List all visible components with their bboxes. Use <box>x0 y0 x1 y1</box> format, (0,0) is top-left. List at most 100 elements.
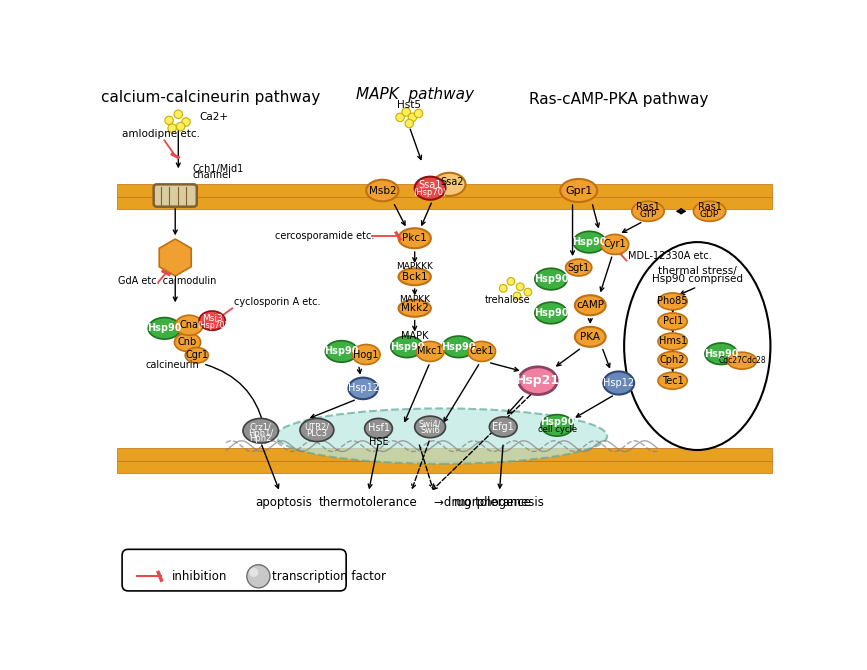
Text: trehalose: trehalose <box>485 295 530 305</box>
Text: Hsp90: Hsp90 <box>147 324 182 334</box>
Text: thermal stress/: thermal stress/ <box>658 267 737 276</box>
Text: Hsp12: Hsp12 <box>348 383 379 393</box>
Ellipse shape <box>705 343 737 364</box>
Text: Hsp90: Hsp90 <box>534 274 568 284</box>
Text: MDL-12330A etc.: MDL-12330A etc. <box>628 251 712 261</box>
Text: Bck1: Bck1 <box>402 272 427 282</box>
Text: MAPKKK: MAPKKK <box>396 262 434 271</box>
Text: Hsp90: Hsp90 <box>704 349 739 358</box>
Text: Hsp90: Hsp90 <box>540 417 575 427</box>
Text: Mkk2: Mkk2 <box>401 304 428 314</box>
Text: Msb2: Msb2 <box>368 186 396 196</box>
Text: Cph2: Cph2 <box>660 355 686 365</box>
Text: Hst5: Hst5 <box>397 100 421 110</box>
Ellipse shape <box>300 419 334 442</box>
Polygon shape <box>160 239 192 276</box>
Text: Hsp90 comprised: Hsp90 comprised <box>652 274 743 284</box>
Ellipse shape <box>148 318 180 339</box>
Text: amlodipne etc.: amlodipne etc. <box>122 129 200 139</box>
Text: Pkc1: Pkc1 <box>402 233 427 243</box>
Text: Sgt1: Sgt1 <box>568 263 590 273</box>
Ellipse shape <box>247 565 270 588</box>
Text: (Hsp70): (Hsp70) <box>197 321 227 330</box>
Ellipse shape <box>507 277 515 285</box>
Text: Ras-cAMP-PKA pathway: Ras-cAMP-PKA pathway <box>529 92 708 107</box>
Text: MAPKK: MAPKK <box>399 295 430 304</box>
Bar <box>117 197 772 209</box>
Ellipse shape <box>276 409 607 464</box>
Text: GdA etc. calmodulin: GdA etc. calmodulin <box>118 275 217 285</box>
Ellipse shape <box>414 416 446 438</box>
Text: apoptosis: apoptosis <box>256 496 312 509</box>
Text: channel: channel <box>193 170 231 180</box>
Text: Ca2+: Ca2+ <box>199 113 228 123</box>
Text: transcription factor: transcription factor <box>272 570 386 583</box>
Text: Cgr1: Cgr1 <box>186 350 208 360</box>
Text: →drug tolerance: →drug tolerance <box>434 496 531 509</box>
Ellipse shape <box>434 173 466 196</box>
Text: thermotolerance: thermotolerance <box>319 496 418 509</box>
Ellipse shape <box>176 123 185 131</box>
Ellipse shape <box>541 415 573 436</box>
Text: Cek1: Cek1 <box>469 346 494 356</box>
Ellipse shape <box>174 333 200 352</box>
Text: Hph2: Hph2 <box>250 434 272 443</box>
Text: Cyr1: Cyr1 <box>603 239 626 249</box>
Text: morphogenesis: morphogenesis <box>454 496 544 509</box>
Ellipse shape <box>182 118 190 126</box>
Text: Cnb: Cnb <box>178 337 197 347</box>
Ellipse shape <box>165 116 173 125</box>
Text: cercosporamide etc.: cercosporamide etc. <box>275 231 374 241</box>
Text: (Hsp70): (Hsp70) <box>414 188 447 198</box>
Ellipse shape <box>658 352 688 368</box>
Text: Crz1/: Crz1/ <box>250 422 271 431</box>
Ellipse shape <box>727 352 757 369</box>
Ellipse shape <box>624 242 771 450</box>
Ellipse shape <box>658 333 688 350</box>
Text: Tec1: Tec1 <box>662 376 683 386</box>
Text: Ssa2: Ssa2 <box>440 177 464 187</box>
Ellipse shape <box>174 110 183 119</box>
Ellipse shape <box>249 567 258 577</box>
Ellipse shape <box>408 113 417 121</box>
Text: GDP: GDP <box>700 210 720 219</box>
Ellipse shape <box>396 113 404 121</box>
Text: Hsp90: Hsp90 <box>390 342 424 352</box>
Text: calcineurin: calcineurin <box>145 360 199 371</box>
Text: Hsp12: Hsp12 <box>603 378 635 388</box>
Text: Msi3: Msi3 <box>202 314 223 323</box>
Text: Hsp90: Hsp90 <box>572 237 607 247</box>
Ellipse shape <box>603 371 634 395</box>
Ellipse shape <box>399 268 431 285</box>
Text: cAMP: cAMP <box>577 300 604 310</box>
Ellipse shape <box>658 373 688 389</box>
Ellipse shape <box>414 177 446 200</box>
Ellipse shape <box>524 288 531 296</box>
Ellipse shape <box>168 124 176 133</box>
Ellipse shape <box>414 109 423 118</box>
Text: Hsp21: Hsp21 <box>516 375 560 387</box>
Text: Hsp90: Hsp90 <box>534 308 568 318</box>
Text: Hsp90: Hsp90 <box>441 342 476 352</box>
Text: Hph1/: Hph1/ <box>248 429 273 438</box>
Ellipse shape <box>391 336 423 358</box>
Ellipse shape <box>535 268 567 290</box>
Text: Swi6: Swi6 <box>420 426 440 436</box>
Text: Cdc27Cdc28: Cdc27Cdc28 <box>718 356 766 365</box>
Ellipse shape <box>632 201 664 221</box>
Ellipse shape <box>513 292 521 300</box>
Ellipse shape <box>402 108 410 116</box>
Ellipse shape <box>405 119 414 128</box>
Ellipse shape <box>416 342 444 361</box>
Ellipse shape <box>352 344 380 364</box>
Text: Pho85: Pho85 <box>657 296 688 306</box>
Text: Hog1: Hog1 <box>354 350 379 360</box>
Text: Efg1: Efg1 <box>492 422 514 432</box>
Ellipse shape <box>535 302 567 324</box>
Ellipse shape <box>489 417 517 437</box>
Ellipse shape <box>658 293 688 310</box>
Ellipse shape <box>325 340 358 362</box>
Text: Ssa1: Ssa1 <box>419 180 442 190</box>
Bar <box>117 461 772 473</box>
Ellipse shape <box>399 300 431 317</box>
